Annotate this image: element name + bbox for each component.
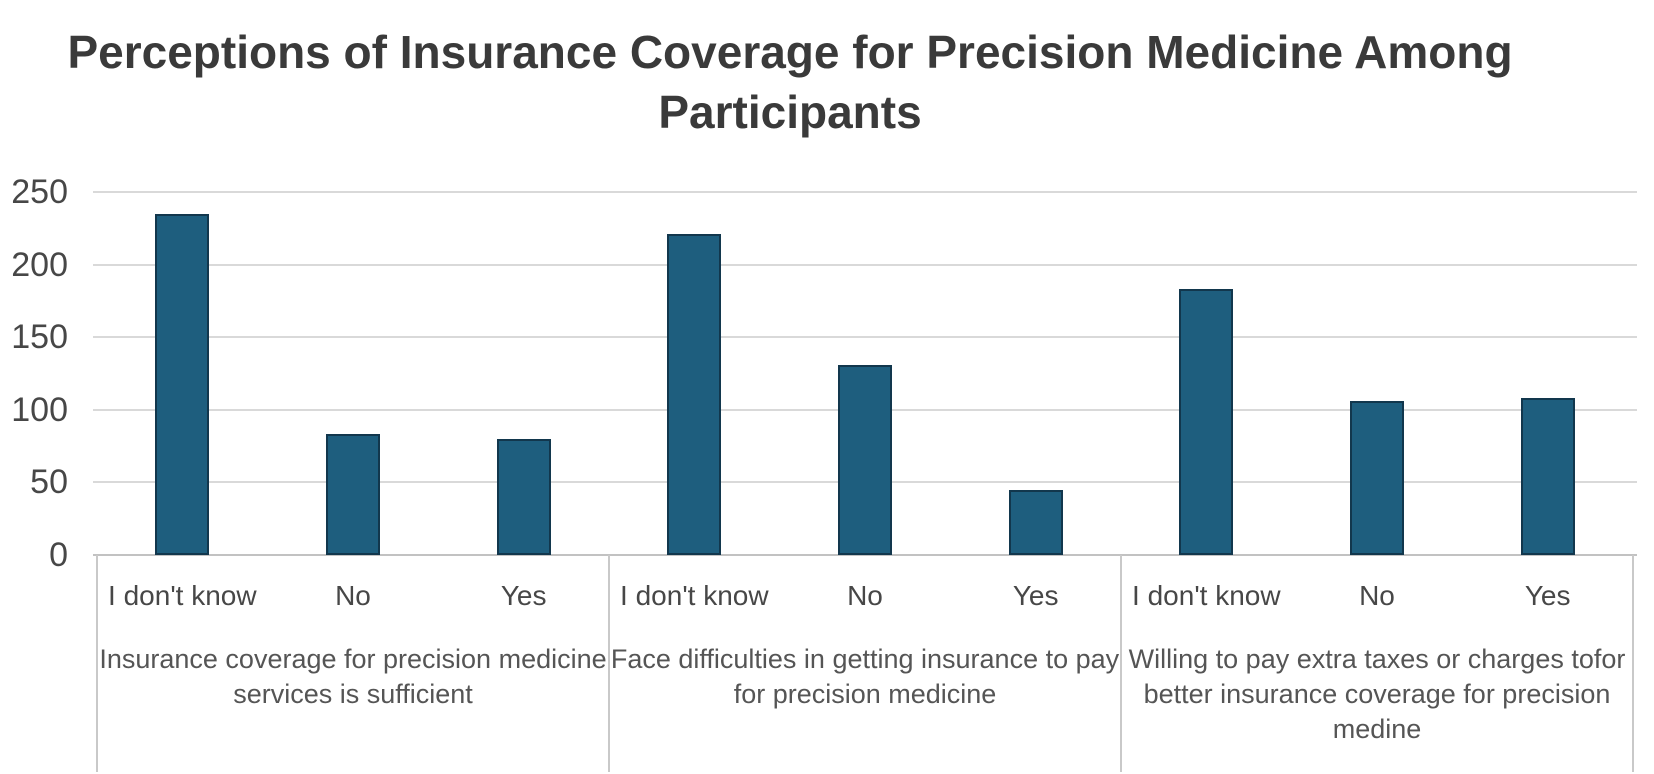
bar-yes [496,438,551,555]
group-axis-label: Face difficulties in getting insurance t… [610,644,1120,709]
gridline [93,191,1637,193]
category-tick-label: No [335,580,371,611]
y-tick-label: 50 [30,463,68,502]
category-group-divider [1632,555,1634,772]
bar-i-don-t-know [1179,289,1234,555]
gridline [93,336,1637,339]
group-axis-label: Insurance coverage for precision medicin… [99,644,607,709]
y-tick-label: 0 [49,536,68,574]
category-tick-label: No [1359,580,1395,611]
bar-no [1350,401,1404,555]
bar-yes [1008,489,1063,555]
bar-i-don-t-know [667,234,722,555]
chart-title: Perceptions of Insurance Coverage for Pr… [67,26,1513,138]
category-tick-label: Yes [500,580,547,611]
group-axis-label: Willing to pay extra taxes or charges to… [1128,644,1626,744]
gridline [93,263,1637,266]
x-axis-line [93,554,1637,556]
category-tick-label: I don't know [620,580,769,611]
category-tick-label: Yes [1524,580,1571,611]
category-group-divider [96,555,98,772]
y-tick-label: 200 [11,245,68,284]
category-tick-label: Yes [1012,580,1059,611]
y-tick-label: 150 [11,318,68,357]
y-tick-label: 100 [11,390,68,429]
category-tick-label: I don't know [108,580,257,611]
category-group-divider [1120,555,1122,772]
bar-i-don-t-know [155,213,210,555]
category-tick-label: No [847,580,883,611]
category-tick-label: I don't know [1132,580,1281,611]
category-group-divider [608,555,610,772]
y-tick-label: 250 [11,173,68,211]
bar-yes [1520,398,1575,555]
bar-no [838,364,892,555]
bar-no [326,434,380,555]
